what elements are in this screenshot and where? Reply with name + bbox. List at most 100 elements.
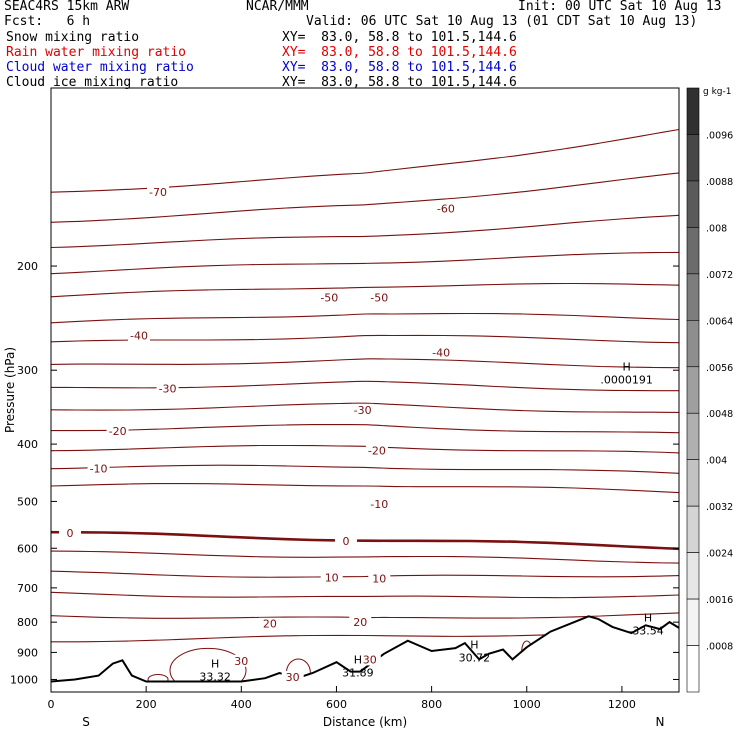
colorbar-label: .0096: [706, 130, 733, 141]
extremum-value: 31.89: [342, 667, 374, 680]
contour-label-bg: [430, 346, 453, 359]
contour-label-bg: [368, 572, 391, 585]
contour-label: 20: [263, 618, 277, 631]
north-label: N: [656, 715, 665, 729]
y-tick-label: 800: [17, 616, 38, 629]
isotherm-10: [51, 570, 679, 578]
colorbar-label: .008: [706, 223, 727, 234]
contour-label: 10: [372, 573, 386, 586]
contour-label-bg: [59, 526, 82, 539]
field-xy-cloud-water: XY= 83.0, 58.8 to 101.5,144.6: [282, 60, 517, 75]
contour-label-bg: [365, 444, 388, 457]
colorbar-label: .0016: [706, 595, 733, 606]
isotherm--20: [51, 424, 679, 434]
contour-label: 10: [325, 571, 339, 584]
x-tick-label: 0: [48, 698, 55, 711]
center-title: NCAR/MMM: [246, 0, 309, 14]
x-axis-label: Distance (km): [323, 715, 407, 729]
contour-label: -50: [370, 291, 388, 304]
colorbar-segment: [686, 87, 700, 135]
y-tick-label: 400: [17, 438, 38, 451]
contour-label: -10: [370, 498, 388, 511]
contour-label: -10: [90, 463, 108, 476]
x-tick-label: 200: [136, 698, 157, 711]
x-tick-label: 800: [421, 698, 442, 711]
contour-label: 0: [342, 535, 349, 548]
contour-label: -40: [130, 329, 148, 342]
terrain-line: [50, 615, 680, 683]
contour-label: 30: [234, 655, 248, 668]
colorbar-label: .0056: [706, 363, 733, 374]
contour-label-bg: [320, 571, 343, 584]
field-label-cloud-water: Cloud water mixing ratio: [6, 60, 194, 75]
extremum-value: 30.72: [459, 651, 491, 664]
y-tick-label: 900: [17, 646, 38, 659]
contour-label-bg: [128, 329, 151, 342]
isotherm--55: [51, 251, 679, 275]
field-xy-rain: XY= 83.0, 58.8 to 101.5,144.6: [282, 45, 517, 60]
field-xy-snow: XY= 83.0, 58.8 to 101.5,144.6: [282, 30, 517, 45]
isotherm--40: [51, 334, 679, 344]
south-label: S: [82, 715, 90, 729]
contour-label-bg: [281, 670, 304, 683]
contour-label-bg: [230, 654, 253, 667]
colorbar-segment: [686, 320, 700, 368]
contour-label: 30: [363, 653, 377, 666]
colorbar-segment: [686, 505, 700, 553]
init-time: Init: 00 UTC Sat 10 Aug 13: [518, 0, 722, 14]
contour-label: -60: [437, 203, 455, 216]
isotherm--70: [51, 128, 679, 193]
isotherm--65: [51, 172, 679, 223]
closed-contour-33: [169, 647, 247, 692]
isotherm--30: [51, 380, 679, 392]
field-xy-cloud-ice: XY= 83.0, 58.8 to 101.5,144.6: [282, 75, 517, 90]
model-title: SEAC4RS 15km ARW: [4, 0, 130, 14]
y-tick-label: 500: [17, 495, 38, 508]
extremum-value: 33.54: [632, 624, 664, 637]
isotherm--35: [51, 358, 679, 369]
contour-label-bg: [349, 616, 372, 629]
contour-label: -70: [149, 186, 167, 199]
x-tick-label: 1200: [608, 698, 636, 711]
y-tick-label: 1000: [10, 673, 38, 686]
valid-time: Valid: 06 UTC Sat 10 Aug 13 (01 CDT Sat …: [306, 14, 698, 29]
x-tick-label: 600: [326, 698, 347, 711]
isotherm--15: [51, 444, 679, 454]
contour-label-bg: [318, 291, 341, 304]
y-tick-label: 300: [17, 364, 38, 377]
isotherm--25: [51, 402, 679, 413]
contour-label-bg: [358, 653, 381, 666]
field-label-cloud-ice: Cloud ice mixing ratio: [6, 75, 179, 90]
extremum-symbol: H: [644, 611, 652, 624]
colorbar-segment: [686, 459, 700, 507]
forecast-hour: Fcst: 6 h: [4, 14, 91, 29]
contour-label: -50: [320, 291, 338, 304]
extremum-symbol: H: [623, 360, 631, 373]
extremum-symbol: H: [470, 638, 478, 651]
x-tick-label: 400: [231, 698, 252, 711]
isotherm--5: [51, 483, 679, 494]
extremum-symbol: H: [354, 654, 362, 667]
colorbar-label: .0008: [706, 642, 733, 653]
terrain-fill: [51, 616, 679, 692]
contour-label-bg: [147, 186, 170, 199]
colorbar-segment: [686, 366, 700, 414]
contour-label: -30: [354, 404, 372, 417]
isotherm--50: [51, 282, 679, 298]
colorbar-segment: [686, 134, 700, 182]
contour-label: 20: [353, 616, 367, 629]
colorbar-segment: [686, 412, 700, 460]
plot-frame: [50, 87, 680, 693]
colorbar-label: .0024: [706, 549, 733, 560]
colorbar-label: .0048: [706, 409, 733, 420]
x-tick-label: 1000: [513, 698, 541, 711]
contour-label: -40: [432, 346, 450, 359]
contour-label-bg: [434, 202, 457, 215]
isotherm--45: [51, 312, 679, 324]
colorbar-label: .0064: [706, 316, 733, 327]
contour-label: 30: [286, 671, 300, 684]
colorbar-label: .004: [706, 456, 727, 467]
extremum-value: 33.32: [199, 671, 231, 684]
contour-label-bg: [334, 534, 357, 547]
